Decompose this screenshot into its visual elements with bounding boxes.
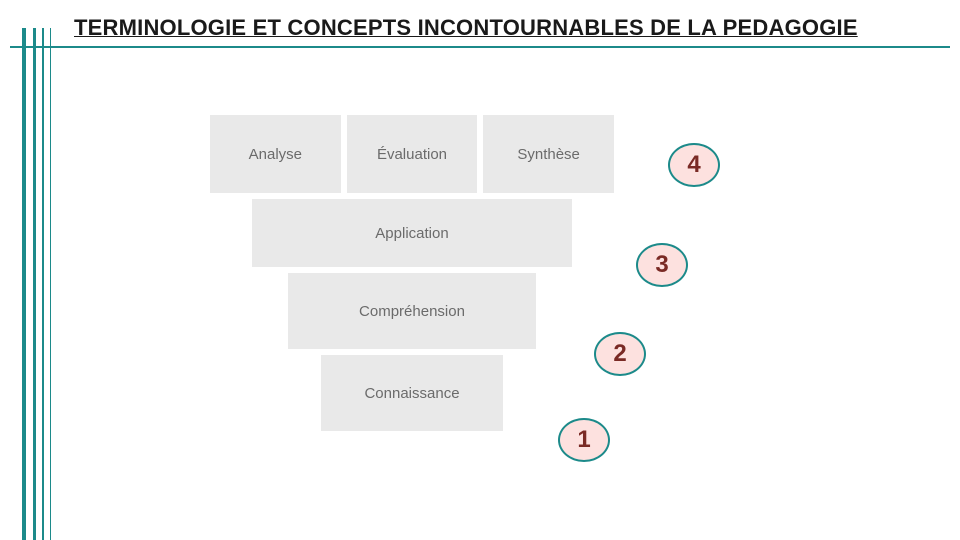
funnel-layer-2: Compréhension	[288, 273, 536, 349]
funnel-layer-0: Analyse Évaluation Synthèse	[210, 115, 614, 193]
funnel-cell-1-0: Application	[252, 199, 572, 267]
level-badge-3: 3	[636, 243, 688, 287]
funnel-cell-label: Synthèse	[517, 146, 580, 163]
rail-1	[22, 28, 26, 540]
left-rail-decoration	[0, 0, 64, 540]
funnel-cell-0-1: Évaluation	[347, 115, 478, 193]
funnel-layer-1: Application	[252, 199, 572, 267]
page-title-wrap: TERMINOLOGIE ET CONCEPTS INCONTOURNABLES…	[74, 8, 930, 48]
level-badge-label: 4	[687, 151, 700, 179]
funnel-cell-2-0: Compréhension	[288, 273, 536, 349]
level-badge-label: 3	[655, 251, 668, 279]
funnel-cell-label: Compréhension	[359, 303, 465, 320]
level-badge-1: 1	[558, 418, 610, 462]
funnel-cell-label: Application	[375, 225, 448, 242]
level-badge-4: 4	[668, 143, 720, 187]
level-badge-label: 2	[613, 340, 626, 368]
funnel-cell-label: Évaluation	[377, 146, 447, 163]
funnel-cell-0-0: Analyse	[210, 115, 341, 193]
rail-2	[33, 28, 36, 540]
funnel-cell-3-0: Connaissance	[321, 355, 503, 431]
rail-4	[50, 28, 51, 540]
funnel-cell-label: Connaissance	[364, 385, 459, 402]
funnel-layer-3: Connaissance	[321, 355, 503, 431]
page-title: TERMINOLOGIE ET CONCEPTS INCONTOURNABLES…	[74, 15, 858, 41]
funnel-cell-label: Analyse	[249, 146, 302, 163]
level-badge-label: 1	[577, 426, 590, 454]
funnel-diagram: Analyse Évaluation Synthèse Application Comp…	[210, 115, 614, 515]
rail-3	[42, 28, 44, 540]
level-badge-2: 2	[594, 332, 646, 376]
funnel-cell-0-2: Synthèse	[483, 115, 614, 193]
